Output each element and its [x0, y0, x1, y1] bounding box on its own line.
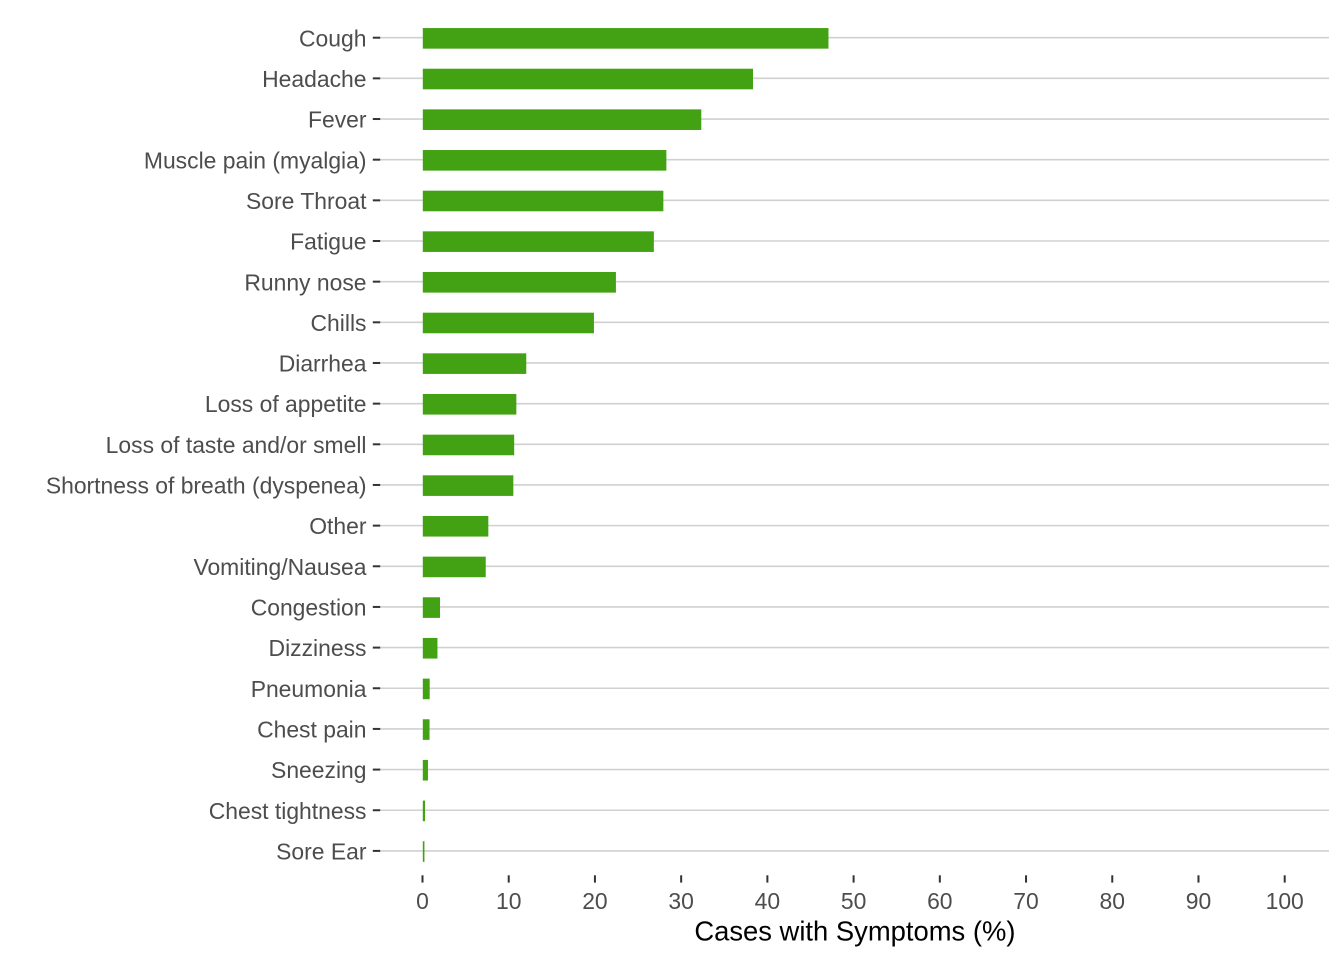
- svg-text:80: 80: [1100, 888, 1125, 914]
- svg-text:Diarrhea: Diarrhea: [279, 351, 367, 377]
- svg-text:Cough: Cough: [299, 25, 366, 51]
- svg-text:60: 60: [927, 888, 952, 914]
- svg-text:Congestion: Congestion: [251, 595, 367, 621]
- svg-text:100: 100: [1266, 888, 1304, 914]
- svg-text:10: 10: [496, 888, 521, 914]
- svg-text:20: 20: [582, 888, 607, 914]
- svg-text:Shortness of breath (dyspenea): Shortness of breath (dyspenea): [46, 473, 367, 499]
- svg-text:Sneezing: Sneezing: [271, 757, 366, 783]
- svg-text:50: 50: [841, 888, 866, 914]
- svg-text:90: 90: [1186, 888, 1211, 914]
- svg-text:Loss of taste and/or smell: Loss of taste and/or smell: [106, 432, 367, 458]
- svg-text:30: 30: [668, 888, 693, 914]
- svg-text:Chills: Chills: [311, 310, 367, 336]
- svg-text:0: 0: [416, 888, 429, 914]
- svg-text:Loss of appetite: Loss of appetite: [205, 391, 367, 417]
- svg-text:Vomiting/Nausea: Vomiting/Nausea: [193, 554, 366, 580]
- svg-text:70: 70: [1013, 888, 1038, 914]
- svg-text:Headache: Headache: [262, 66, 366, 92]
- svg-text:Other: Other: [309, 513, 367, 539]
- svg-text:40: 40: [755, 888, 780, 914]
- svg-text:Fever: Fever: [308, 107, 367, 133]
- svg-text:Chest pain: Chest pain: [257, 717, 366, 743]
- svg-text:Sore Throat: Sore Throat: [246, 188, 367, 214]
- svg-text:Fatigue: Fatigue: [290, 229, 366, 255]
- svg-text:Dizziness: Dizziness: [269, 635, 367, 661]
- svg-text:Pneumonia: Pneumonia: [251, 676, 367, 702]
- svg-text:Chest tightness: Chest tightness: [209, 798, 367, 824]
- svg-text:Runny nose: Runny nose: [244, 269, 366, 295]
- svg-text:Sore Ear: Sore Ear: [276, 839, 367, 865]
- svg-text:Cases with Symptoms (%): Cases with Symptoms (%): [694, 915, 1015, 946]
- svg-text:Muscle pain (myalgia): Muscle pain (myalgia): [144, 147, 367, 173]
